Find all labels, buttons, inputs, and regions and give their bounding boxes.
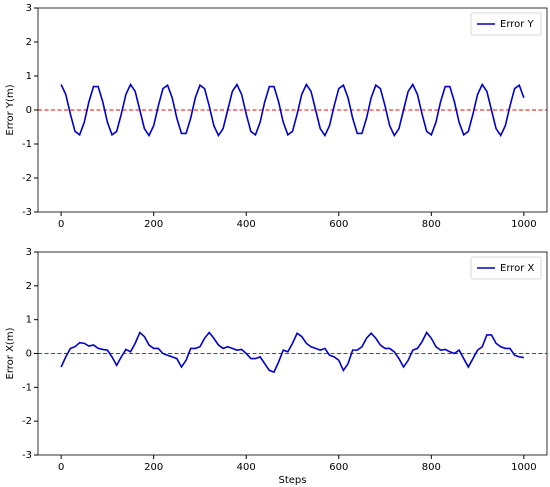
y-tick-label: 1 [26, 315, 32, 326]
y-tick-label: -2 [22, 416, 32, 427]
y-tick-label: 2 [26, 281, 32, 292]
plot-frame [37, 7, 548, 213]
legend-label: Error Y [500, 19, 535, 30]
x-tick-label: 200 [144, 462, 163, 473]
data-line [60, 331, 524, 374]
plot-frame [37, 251, 548, 456]
y-tick-label: 0 [26, 105, 32, 116]
legend-box [470, 256, 542, 280]
x-tick-label: 0 [58, 219, 64, 230]
x-tick-label: 400 [237, 462, 256, 473]
x-tick-label: 600 [329, 462, 348, 473]
y-tick-label: -3 [22, 450, 32, 461]
x-tick-label: 1000 [511, 219, 536, 230]
y-tick-label: -1 [22, 139, 32, 150]
x-tick-label: 200 [144, 219, 163, 230]
y-tick-label: -1 [22, 382, 32, 393]
y-tick-label: 1 [26, 71, 32, 82]
y-tick-label: 2 [26, 37, 32, 48]
y-axis-label: Error X(m) [5, 327, 16, 379]
x-tick-label: 400 [237, 219, 256, 230]
y-axis-label: Error Y(m) [5, 84, 16, 135]
data-line [60, 82, 525, 138]
y-tick-label: 0 [26, 349, 32, 360]
y-tick-label: 3 [26, 3, 32, 14]
y-tick-label: -3 [22, 207, 32, 218]
y-tick-label: 3 [26, 247, 32, 258]
x-tick-label: 1000 [511, 462, 536, 473]
legend-box [470, 12, 542, 36]
x-axis-label: Steps [279, 475, 307, 486]
y-tick-label: -2 [22, 173, 32, 184]
x-tick-label: 0 [58, 462, 64, 473]
x-tick-label: 800 [422, 219, 441, 230]
x-tick-label: 800 [422, 462, 441, 473]
x-tick-label: 600 [329, 219, 348, 230]
legend-label: Error X [500, 263, 535, 274]
